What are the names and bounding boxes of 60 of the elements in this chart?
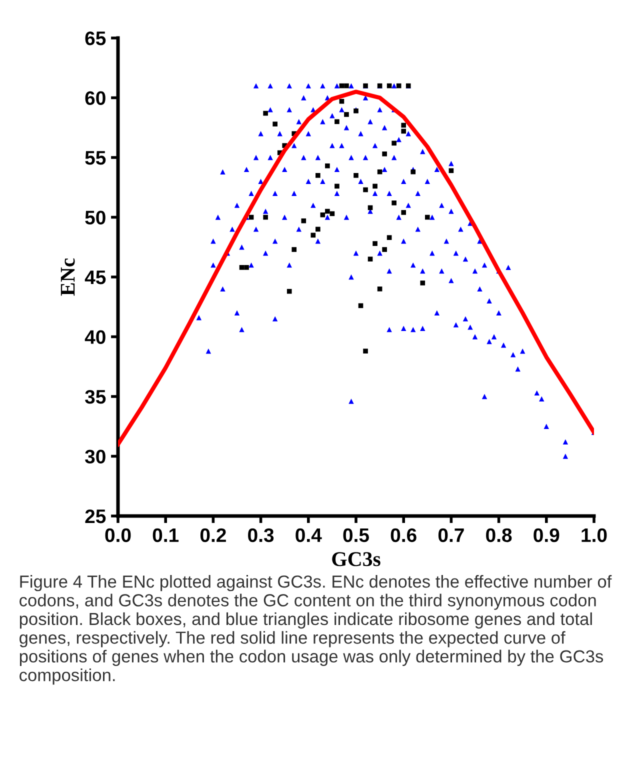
y-tick-label: 50	[85, 210, 106, 224]
point	[392, 200, 396, 206]
y-tick-label: 65	[85, 31, 106, 46]
point	[420, 280, 426, 286]
point	[354, 173, 358, 178]
point	[363, 348, 368, 354]
point	[401, 210, 406, 215]
y-tick-label: 35	[85, 390, 106, 404]
point	[363, 187, 368, 192]
y-tick-label: 40	[84, 330, 106, 344]
x-tick-label: 0.2	[200, 528, 226, 542]
point	[334, 119, 340, 124]
point	[377, 286, 382, 292]
point	[320, 212, 326, 218]
point	[316, 226, 320, 232]
point	[344, 112, 349, 117]
point	[244, 265, 249, 270]
x-tick-label: 0.1	[152, 528, 179, 542]
y-tick-label: 60	[85, 91, 106, 105]
x-tick-label: 0.8	[486, 528, 512, 542]
x-tick-label: 1.0	[582, 528, 607, 542]
point	[286, 288, 292, 294]
point	[292, 247, 297, 252]
line-series	[118, 90, 594, 446]
point	[401, 122, 406, 128]
x-tick-label: 0.9	[534, 528, 560, 542]
point	[334, 184, 340, 189]
point	[392, 140, 396, 146]
point	[239, 265, 244, 270]
point	[372, 241, 378, 246]
point	[372, 184, 378, 189]
point	[448, 168, 454, 174]
point	[316, 173, 320, 178]
point	[325, 163, 330, 168]
point	[325, 208, 330, 214]
point	[263, 214, 268, 220]
x-tick-label: 0.7	[438, 528, 464, 542]
point	[386, 235, 392, 240]
y-axis-title: ENc	[60, 258, 75, 296]
x-axis-title: GC3s	[332, 552, 380, 566]
point	[263, 110, 268, 116]
point	[301, 218, 306, 224]
y-tick-label: 55	[85, 151, 106, 165]
point	[272, 122, 278, 126]
x-tick-label: 0.6	[390, 528, 416, 542]
point	[344, 83, 349, 88]
point	[401, 128, 406, 134]
caption: Figure 4 The ENc plotted against GC3s. ENc denotes the effective number of codons, and GC3s denotes the GC content on the third synonymous codon position. Black boxes, and blue triangles indicate ribosome genes and total genes, respectively. The red solid line represents the expected curve of positions of genes when the codon usage was only determined by the GC3s composition.	[20, 575, 612, 685]
x-tick-label: 0.3	[248, 528, 274, 542]
x-tick-label: 0.4	[296, 528, 322, 542]
point	[382, 247, 387, 252]
x-tick-label: 0.5	[343, 528, 369, 542]
point	[368, 256, 373, 262]
y-tick-label: 30	[85, 450, 106, 464]
point	[410, 169, 416, 174]
y-tick-label: 25	[85, 509, 106, 524]
point	[424, 214, 430, 220]
x-tick-label: 0.0	[105, 528, 131, 542]
point	[382, 152, 387, 156]
y-tick-label: 45	[84, 270, 106, 284]
